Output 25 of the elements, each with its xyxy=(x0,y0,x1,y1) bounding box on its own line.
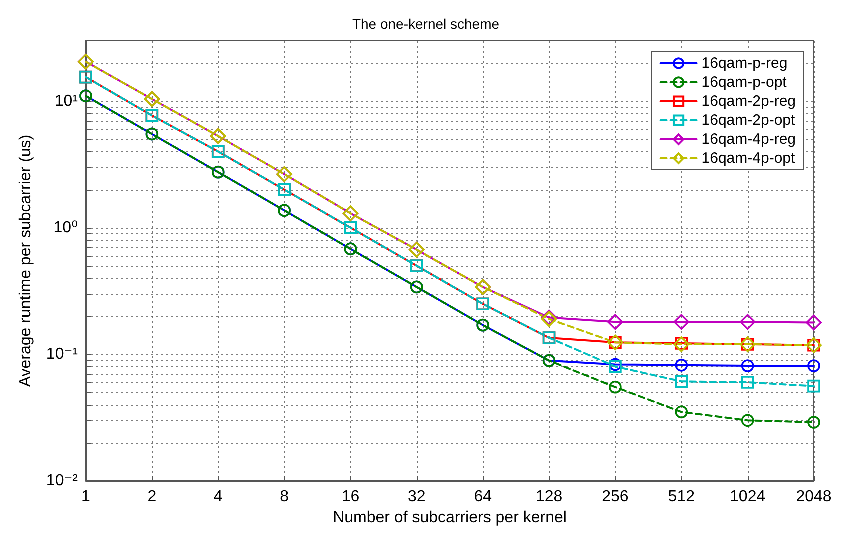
legend-label: 16qam-2p-opt xyxy=(702,112,796,129)
y-tick-label: 10⁰ xyxy=(54,219,78,236)
x-tick-label: 2048 xyxy=(796,488,832,506)
x-tick-label: 128 xyxy=(536,488,563,506)
chart-title: The one-kernel scheme xyxy=(352,16,500,32)
legend-label: 16qam-4p-opt xyxy=(702,150,796,167)
x-axis-title: Number of subcarriers per kernel xyxy=(333,509,567,526)
x-tick-label: 64 xyxy=(474,488,492,506)
x-tick-label: 8 xyxy=(280,488,290,506)
x-tick-label: 16 xyxy=(342,488,360,506)
x-tick-label: 2 xyxy=(148,488,157,506)
x-tick-label: 256 xyxy=(602,488,629,506)
legend-label: 16qam-p-reg xyxy=(702,55,788,72)
x-tick-label: 512 xyxy=(668,488,696,506)
x-tick-label: 1024 xyxy=(730,488,766,506)
x-tick-label: 4 xyxy=(214,488,223,506)
y-axis-title: Average runtime per subcarrier (us) xyxy=(18,134,34,388)
x-tick-label: 1 xyxy=(82,488,91,506)
x-tick-label: 32 xyxy=(408,488,426,506)
y-tick-label: 10⁻¹ xyxy=(46,346,78,363)
y-tick-label: 10⁻² xyxy=(46,472,79,490)
legend-label: 16qam-4p-reg xyxy=(702,131,796,148)
legend-label: 16qam-2p-reg xyxy=(702,93,796,110)
legend-label: 16qam-p-opt xyxy=(702,74,788,91)
y-tick-label: 10¹ xyxy=(54,92,78,110)
